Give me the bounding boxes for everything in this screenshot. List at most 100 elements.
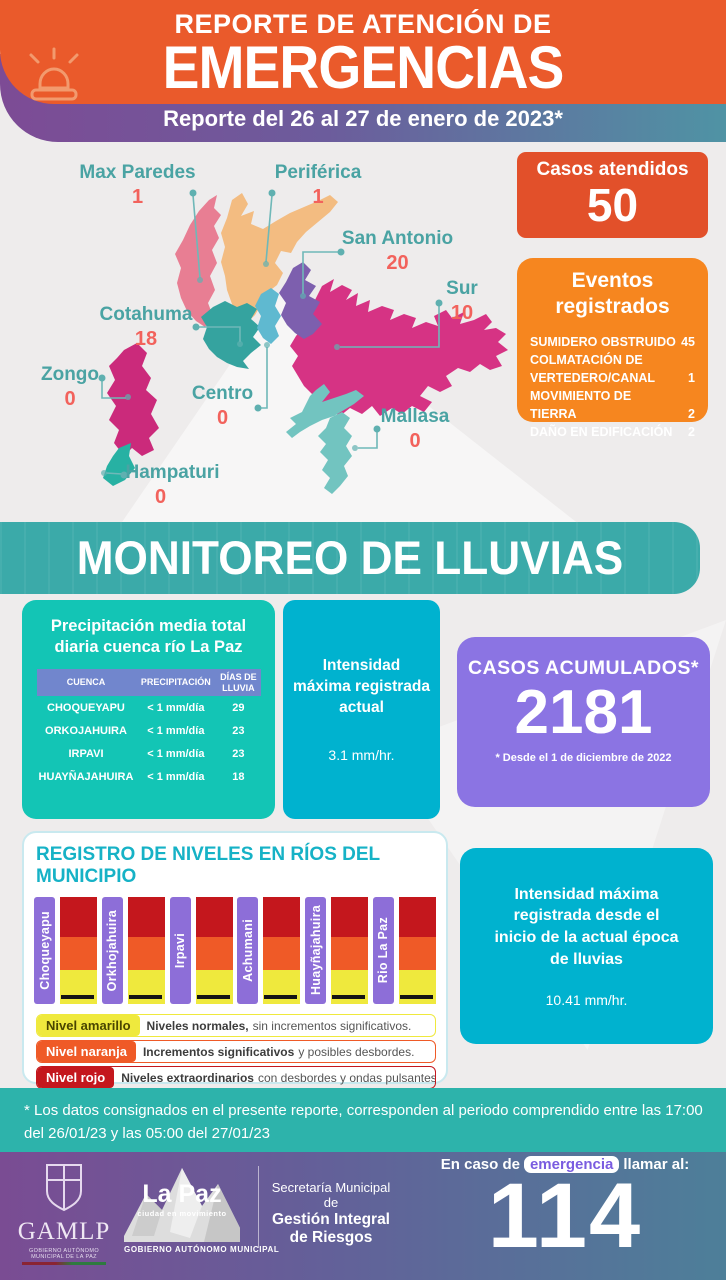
map-region-centro	[255, 288, 281, 344]
current-intensity-label: Intensidad máxima registrada actual	[293, 657, 430, 716]
precipitation-cell: ORKOJAHUIRA	[45, 724, 127, 737]
river-level-bar	[127, 897, 165, 1004]
river-name-text: Irpavi	[173, 932, 188, 969]
river-gauge: Orkhojahuira	[101, 897, 165, 1004]
cases-attended-value: 50	[586, 179, 639, 231]
level-red-segment	[195, 897, 233, 937]
precipitation-cell: IRPAVI	[68, 747, 104, 760]
district-value-zongo: 0	[64, 388, 76, 410]
river-gauge: Achumani	[237, 897, 301, 1004]
district-label-cotahuma: Cotahuma	[99, 304, 193, 325]
river-gauge: Huayñajahuira	[305, 897, 369, 1004]
river-name-text: Choqueyapu	[37, 911, 52, 990]
legend-row: Nivel rojo Niveles extraordinarios con des…	[36, 1066, 436, 1089]
registered-events-title: Eventos registrados	[517, 268, 708, 321]
event-label: COLMATACIÓN DE VERTEDERO/CANAL	[530, 352, 656, 385]
level-red-segment	[398, 897, 436, 937]
district-label-mallasa: Mallasa	[380, 406, 450, 427]
district-label-sur: Sur	[446, 278, 478, 299]
map-region-mallasa	[286, 384, 364, 494]
precipitation-row: HUAYÑAJAHUIRA < 1 mm/día 18	[37, 765, 261, 788]
gamlp-shield-icon	[46, 1164, 82, 1212]
district-label-max-paredes: Max Paredes	[79, 162, 196, 183]
river-gauges: Choqueyapu Orkhojahuira Irpavi Achumani Huay…	[24, 897, 446, 1004]
emergency-call-block: En caso de emergencia llamar al: 114	[420, 1156, 710, 1267]
districts-map	[98, 189, 508, 494]
precipitation-row: IRPAVI < 1 mm/día 23	[37, 742, 261, 765]
cases-attended-title: Casos atendidos	[536, 159, 689, 180]
precipitation-cell: 23	[232, 724, 245, 737]
legend-chip: Nivel naranja	[37, 1041, 136, 1062]
season-intensity-box: Intensidad máxima registrada desde el in…	[460, 848, 713, 1044]
precipitation-column-header: PRECIPITACIÓN	[135, 668, 217, 697]
district-value-hampaturi: 0	[154, 486, 167, 508]
current-intensity-box: Intensidad máxima registrada actual 3.1 …	[283, 600, 440, 819]
rain-monitoring-title: MONITOREO DE LLUVIAS	[76, 531, 624, 584]
river-name-text: Orkhojahuira	[105, 909, 120, 992]
accumulated-cases-box: CASOS ACUMULADOS* 2181 * Desde el 1 de d…	[457, 637, 710, 807]
level-marker	[399, 994, 433, 999]
level-red-segment	[127, 897, 165, 937]
precipitation-row: CHOQUEYAPU < 1 mm/día 29	[37, 696, 261, 719]
siren-icon	[20, 42, 86, 109]
river-level-bar	[60, 897, 97, 1004]
header-banner: REPORTE DE ATENCIÓN DE EMERGENCIAS	[0, 0, 726, 104]
precipitation-column-header: CUENCA	[36, 668, 136, 697]
legend-description: Niveles extraordinarios con desbordes y o…	[121, 1070, 436, 1085]
emergency-call-text: En caso de emergencia llamar al:	[420, 1156, 710, 1173]
level-marker	[264, 994, 298, 999]
river-name-text: Achumani	[240, 919, 255, 982]
emergency-pre-text: En caso de	[440, 1156, 520, 1173]
events-title-line2: registrados	[555, 295, 670, 319]
district-label-hampaturi: Hampaturi	[125, 462, 220, 483]
river-level-bar	[195, 897, 233, 1004]
report-title-line2: EMERGENCIAS	[162, 34, 565, 101]
river-name-label: Achumani	[237, 897, 259, 1004]
map-region-zongo	[107, 343, 159, 456]
level-orange-segment	[127, 936, 165, 970]
lapaz-mountain-icon: La Paz ciudad en movimiento	[124, 1158, 240, 1242]
legend-row: Nivel amarillo Niveles normales, sin incre…	[36, 1014, 436, 1037]
level-marker	[196, 994, 230, 999]
emergency-phone-number: 114	[487, 1165, 643, 1267]
precipitation-box: Precipitación media total diaria cuenca …	[22, 600, 275, 819]
gamlp-name: GAMLP	[17, 1218, 111, 1245]
registered-events-box: Eventos registrados SUMIDERO OBSTRUIDO 45…	[517, 258, 708, 439]
precipitation-cell: 23	[232, 747, 245, 760]
river-legend: Nivel amarillo Niveles normales, sin incre…	[36, 1014, 436, 1089]
district-value-periferica: 1	[312, 186, 324, 208]
level-orange-segment	[263, 936, 301, 970]
event-row: SUMIDERO OBSTRUIDO 45	[530, 333, 695, 351]
river-name-label: Huayñajahuira	[305, 897, 327, 1004]
legend-description: Incrementos significativos y posibles des…	[142, 1044, 415, 1059]
river-level-bar	[398, 897, 436, 1004]
gamlp-logo: GAMLP GOBIERNO AUTÓNOMO MUNICIPAL DE LA …	[16, 1162, 112, 1265]
level-red-segment	[263, 897, 301, 937]
level-marker	[332, 994, 366, 999]
precipitation-cell: < 1 mm/día	[147, 770, 205, 783]
district-label-periferica: Periférica	[274, 162, 362, 183]
map-panel: Max Paredes 1 Periférica 1 San Antonio 20 Sur 1…	[0, 140, 726, 522]
accumulated-cases-value: 2181	[514, 678, 653, 747]
district-label-san-antonio: San Antonio	[341, 228, 454, 249]
precipitation-title: Precipitación media total diaria cuenca …	[50, 617, 247, 657]
cases-attended-box: Casos atendidos 50	[517, 152, 708, 238]
gamlp-subtitle: GOBIERNO AUTÓNOMO MUNICIPAL DE LA PAZ	[28, 1248, 100, 1260]
events-title-line1: Eventos	[571, 269, 654, 292]
level-orange-segment	[398, 936, 436, 970]
secretary-line3: de Riesgos	[289, 1229, 373, 1246]
event-count: 2	[688, 407, 695, 421]
precipitation-cell: 18	[232, 770, 245, 783]
river-name-label: Choqueyapu	[34, 897, 55, 1004]
river-name-text: Rio La Paz	[376, 917, 391, 984]
legend-chip: Nivel amarillo	[37, 1015, 140, 1036]
district-value-san-antonio: 20	[386, 252, 409, 274]
district-value-max-paredes: 1	[131, 186, 144, 208]
district-value-cotahuma: 18	[134, 328, 158, 350]
report-date-subtitle: Reporte del 26 al 27 de enero de 2023*	[163, 106, 563, 131]
lapaz-logo: La Paz ciudad en movimiento GOBIERNO AUT…	[124, 1158, 279, 1254]
level-orange-segment	[195, 936, 233, 970]
precipitation-table: CUENCA PRECIPITACIÓN DÍAS DE LLUVIA CHOQUE…	[36, 668, 261, 789]
level-marker	[128, 994, 162, 999]
